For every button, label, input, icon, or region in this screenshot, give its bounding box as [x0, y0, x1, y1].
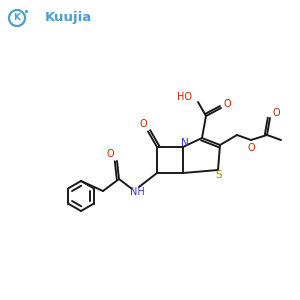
Text: HO: HO — [176, 92, 191, 102]
Text: O: O — [223, 99, 231, 109]
Text: O: O — [272, 108, 280, 118]
Text: N: N — [181, 138, 189, 148]
Text: NH: NH — [130, 187, 144, 197]
Text: O: O — [106, 149, 114, 159]
Text: O: O — [139, 119, 147, 129]
Text: O: O — [247, 143, 255, 153]
Text: S: S — [216, 170, 222, 180]
Text: Kuujia: Kuujia — [45, 11, 92, 25]
Text: K: K — [14, 14, 20, 22]
